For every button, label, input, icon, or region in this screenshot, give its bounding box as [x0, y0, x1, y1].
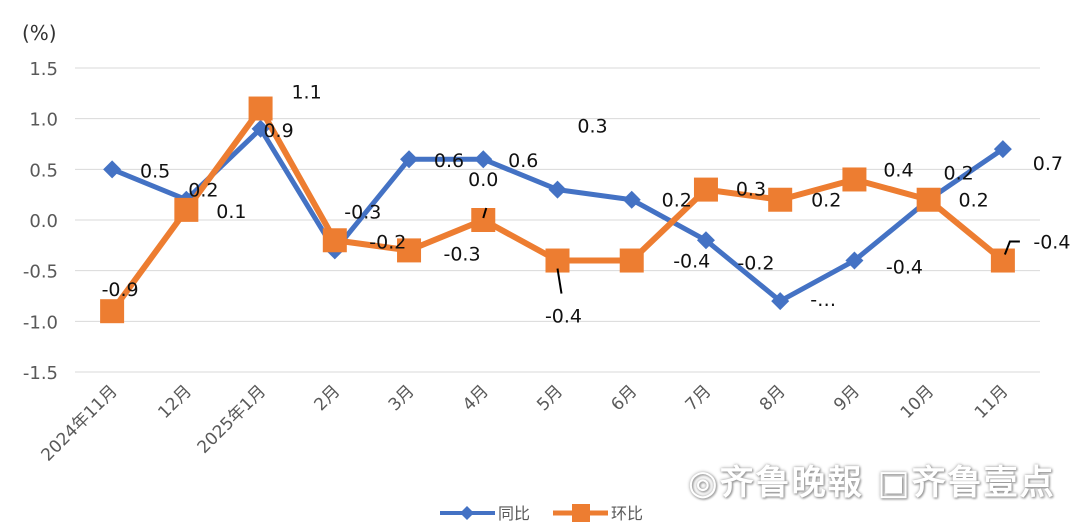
data-point-square — [693, 177, 718, 202]
x-tick-label: 2月 — [311, 381, 345, 415]
data-point-square — [842, 167, 867, 192]
data-label: 0.7 — [1033, 153, 1063, 175]
data-label: 0.6 — [508, 150, 538, 172]
data-label: 0.2 — [944, 163, 974, 185]
data-label: -0.4 — [1033, 232, 1070, 254]
data-point-square — [322, 228, 347, 253]
watermark-logo: ◎齐鲁晚報 ▣齐鲁壹点 — [688, 463, 1056, 503]
y-tick-label: -1.5 — [23, 363, 58, 384]
data-point-diamond — [771, 292, 790, 311]
data-point-square — [619, 248, 644, 273]
data-point-square — [100, 299, 125, 324]
data-point-square — [990, 248, 1015, 273]
data-label: -… — [810, 289, 836, 311]
leader-line — [482, 207, 488, 219]
x-tick-label: 6月 — [607, 381, 641, 415]
data-label: 0.2 — [811, 190, 841, 212]
legend-label: 环比 — [611, 504, 643, 523]
legend-square-icon — [572, 504, 590, 522]
data-point-diamond — [400, 150, 419, 169]
data-point-diamond — [251, 119, 270, 138]
data-label: -0.3 — [443, 243, 480, 265]
data-label: -0.2 — [737, 252, 774, 274]
y-tick-label: -0.5 — [23, 262, 58, 283]
x-tick-label: 10月 — [897, 381, 938, 422]
data-point-diamond — [993, 140, 1012, 159]
data-label: -0.3 — [344, 201, 381, 223]
data-label: 1.1 — [291, 82, 321, 104]
data-point-square — [916, 187, 941, 212]
x-tick-label: 9月 — [830, 381, 864, 415]
y-tick-label: -1.0 — [23, 312, 58, 333]
data-label: 0.5 — [140, 160, 170, 182]
x-tick-label: 2024年11月 — [38, 381, 122, 465]
data-point-square — [471, 208, 496, 232]
data-point-diamond — [103, 160, 122, 179]
data-point-square — [545, 248, 570, 273]
x-tick-label: 3月 — [385, 381, 419, 415]
data-label: 0.2 — [188, 180, 218, 202]
data-label: 0.4 — [883, 159, 913, 181]
data-label: 0.9 — [263, 120, 293, 142]
data-label: -0.4 — [673, 251, 710, 273]
y-unit-label: (%) — [22, 21, 57, 45]
data-point-diamond — [622, 190, 641, 209]
legend-label: 同比 — [498, 504, 530, 523]
x-tick-label: 2025年1月 — [194, 381, 270, 457]
data-label: 0.2 — [662, 190, 692, 212]
data-point-square — [768, 187, 793, 212]
y-tick-label: 1.5 — [29, 59, 58, 80]
data-label: 0.6 — [434, 150, 464, 172]
x-tick-label: 12月 — [154, 381, 195, 422]
data-label: 0.1 — [216, 201, 246, 223]
data-label: -0.9 — [102, 279, 139, 301]
data-point-diamond — [474, 150, 493, 169]
x-tick-label: 4月 — [459, 381, 493, 415]
data-label: -0.2 — [369, 231, 406, 253]
x-tick-label: 8月 — [756, 381, 790, 415]
data-label: 0.3 — [736, 179, 766, 201]
x-tick-label: 5月 — [533, 381, 567, 415]
y-tick-label: 0.0 — [29, 211, 58, 232]
data-label: -0.4 — [886, 257, 923, 279]
data-point-diamond — [845, 251, 864, 270]
legend-diamond-icon — [460, 506, 474, 520]
data-point-square — [248, 96, 273, 121]
data-label: 0.2 — [959, 190, 989, 212]
leader-line — [556, 268, 563, 294]
data-label: 0.3 — [577, 116, 607, 138]
y-tick-label: 0.5 — [29, 160, 58, 181]
data-label: -0.4 — [545, 306, 582, 328]
y-tick-label: 1.0 — [29, 110, 58, 131]
x-tick-label: 11月 — [971, 381, 1012, 422]
data-point-square — [174, 197, 199, 222]
data-label: 0.0 — [468, 169, 498, 191]
data-point-diamond — [548, 180, 567, 199]
data-point-square — [397, 238, 422, 263]
x-tick-label: 7月 — [682, 381, 716, 415]
leader-line — [1003, 240, 1020, 255]
data-point-diamond — [696, 231, 715, 250]
